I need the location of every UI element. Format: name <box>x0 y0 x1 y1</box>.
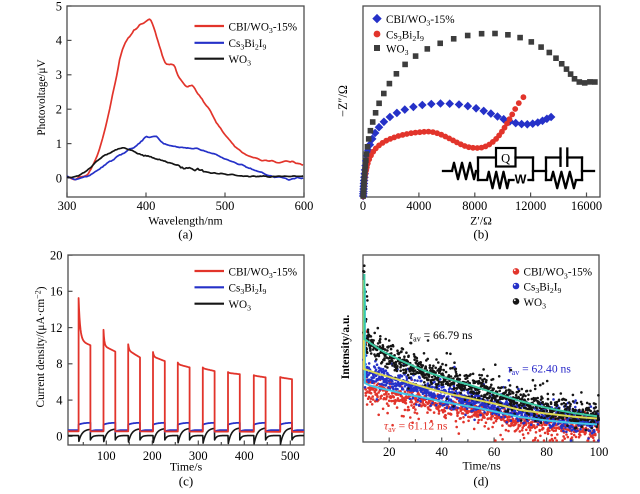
svg-text:CBI/WO3​-15%: CBI/WO3​-15% <box>229 21 298 35</box>
svg-text:τav = 66.79 ns: τav = 66.79 ns <box>409 329 473 344</box>
svg-text:300: 300 <box>189 449 208 463</box>
svg-text:100: 100 <box>97 449 116 463</box>
svg-text:Time/ns: Time/ns <box>462 459 501 473</box>
svg-text:200: 200 <box>143 449 162 463</box>
svg-text:Z′/Ω: Z′/Ω <box>470 214 492 228</box>
svg-text:40: 40 <box>435 445 448 459</box>
svg-text:0: 0 <box>56 171 62 185</box>
svg-text:τav = 62.40 ns: τav = 62.40 ns <box>508 363 572 378</box>
svg-text:Intensity/a.u.: Intensity/a.u. <box>340 315 352 380</box>
svg-text:WO3​: WO3​ <box>229 299 252 313</box>
svg-text:τav = 61.12 ns: τav = 61.12 ns <box>384 420 448 435</box>
svg-text:CBI/WO3​-15%: CBI/WO3​-15% <box>229 266 298 280</box>
svg-text:400: 400 <box>235 449 254 463</box>
svg-text:Q: Q <box>501 151 510 165</box>
svg-text:4: 4 <box>56 34 63 48</box>
svg-text:500: 500 <box>216 199 235 213</box>
svg-text:Cs3​Bi2​I9​: Cs3​Bi2​I9​ <box>386 29 424 43</box>
svg-text:−Z″/Ω: −Z″/Ω <box>336 85 350 117</box>
svg-text:3: 3 <box>56 68 62 82</box>
svg-text:Cs3​Bi2​I9​: Cs3​Bi2​I9​ <box>524 281 562 295</box>
svg-text:4000: 4000 <box>406 199 431 213</box>
svg-text:12000: 12000 <box>515 199 546 213</box>
svg-text:500: 500 <box>281 449 300 463</box>
svg-text:60: 60 <box>488 445 501 459</box>
svg-text:400: 400 <box>137 199 156 213</box>
svg-text:WO3​: WO3​ <box>524 297 547 311</box>
svg-text:80: 80 <box>540 445 553 459</box>
svg-text:WO3​: WO3​ <box>386 44 409 58</box>
svg-text:12: 12 <box>50 321 63 335</box>
svg-text:Photovoltage/μV: Photovoltage/μV <box>36 59 48 135</box>
svg-text:CBI/WO3​-15%: CBI/WO3​-15% <box>386 14 455 28</box>
svg-text:(b): (b) <box>473 227 488 242</box>
svg-text:16000: 16000 <box>571 199 602 213</box>
svg-text:20: 20 <box>383 445 396 459</box>
svg-text:300: 300 <box>58 199 77 213</box>
svg-text:(d): (d) <box>473 474 488 489</box>
svg-text:5: 5 <box>56 0 62 13</box>
svg-text:1: 1 <box>56 137 62 151</box>
svg-text:8: 8 <box>56 357 62 371</box>
svg-text:Wavelength/nm: Wavelength/nm <box>148 214 222 228</box>
svg-text:16: 16 <box>50 285 63 299</box>
svg-text:8000: 8000 <box>462 199 487 213</box>
svg-text:W: W <box>515 173 527 187</box>
svg-text:CBI/WO3​-15%: CBI/WO3​-15% <box>524 267 593 281</box>
svg-text:20: 20 <box>50 248 63 262</box>
svg-text:(c): (c) <box>179 474 193 489</box>
svg-text:Time/s: Time/s <box>170 460 203 474</box>
svg-text:Current density/(μA·cm−2): Current density/(μA·cm−2) <box>34 286 48 407</box>
svg-text:0: 0 <box>56 430 62 444</box>
svg-text:0: 0 <box>360 199 366 213</box>
svg-text:100: 100 <box>590 445 609 459</box>
svg-text:WO3​: WO3​ <box>229 54 252 68</box>
svg-text:Cs3​Bi2​I9​: Cs3​Bi2​I9​ <box>229 283 267 297</box>
svg-text:Cs3​Bi2​I9​: Cs3​Bi2​I9​ <box>229 38 267 52</box>
svg-text:4: 4 <box>56 393 63 407</box>
svg-text:2: 2 <box>56 103 62 117</box>
svg-text:600: 600 <box>295 199 314 213</box>
svg-text:(a): (a) <box>178 227 192 242</box>
